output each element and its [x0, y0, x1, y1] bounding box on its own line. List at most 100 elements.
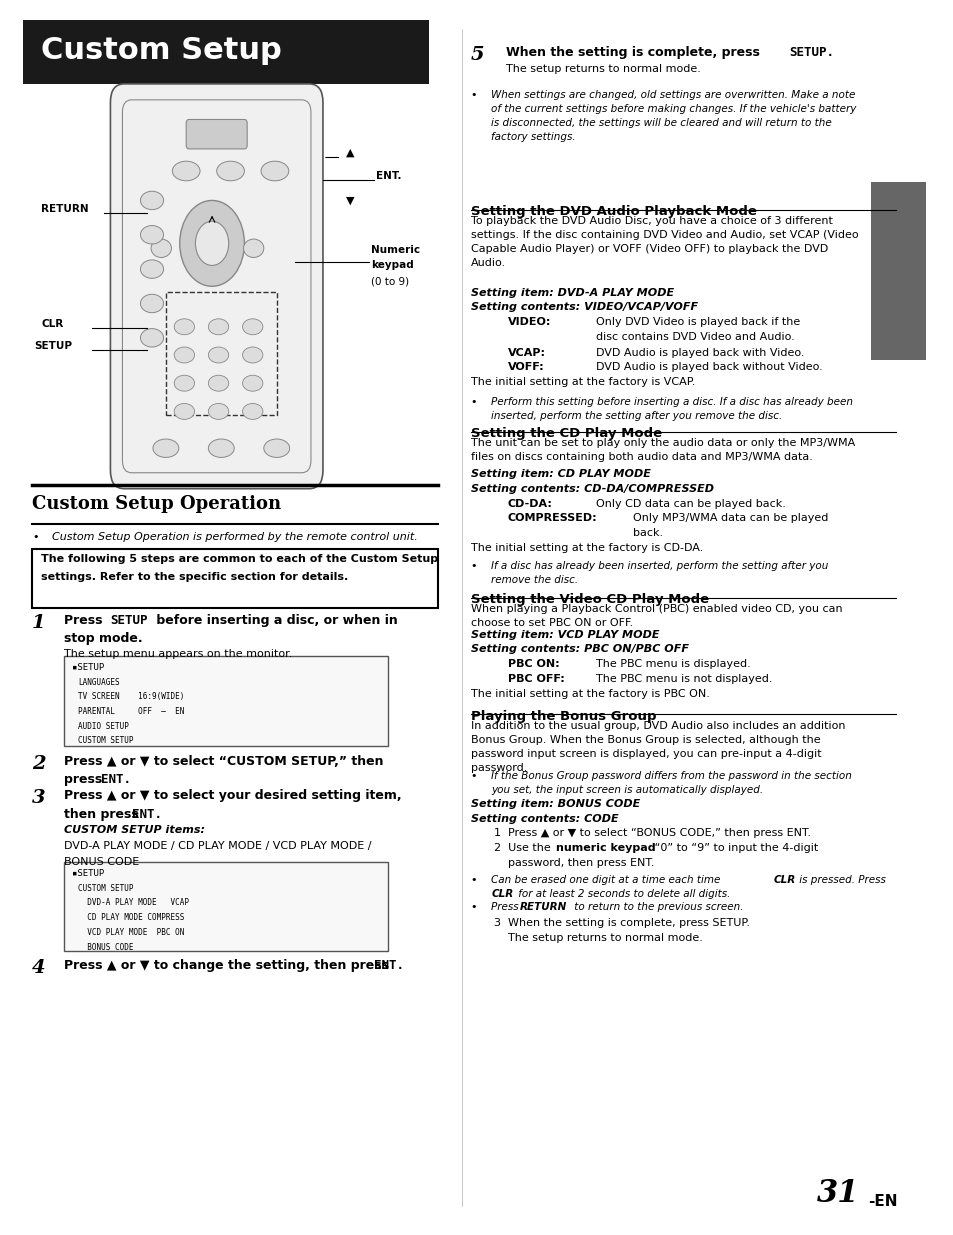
Text: BONUS CODE: BONUS CODE	[64, 857, 139, 867]
Text: Setting contents: VIDEO/VCAP/VOFF: Setting contents: VIDEO/VCAP/VOFF	[470, 303, 698, 312]
Text: The initial setting at the factory is VCAP.: The initial setting at the factory is VC…	[470, 377, 695, 387]
Text: PBC ON:: PBC ON:	[507, 659, 558, 669]
Text: stop mode.: stop mode.	[64, 632, 143, 645]
Circle shape	[179, 200, 244, 287]
Text: CUSTOM SETUP: CUSTOM SETUP	[78, 736, 133, 746]
Text: Custom Setup Operation: Custom Setup Operation	[31, 495, 281, 513]
Text: Press ▲ or ▼ to select your desired setting item,: Press ▲ or ▼ to select your desired sett…	[64, 789, 401, 803]
Ellipse shape	[174, 347, 194, 363]
Ellipse shape	[242, 319, 263, 335]
Text: 2: 2	[31, 755, 46, 773]
Text: CD-DA:: CD-DA:	[507, 499, 552, 509]
Text: ENT.: ENT.	[374, 958, 403, 972]
Text: Custom Setup: Custom Setup	[41, 36, 281, 65]
Text: Numeric: Numeric	[371, 245, 419, 254]
Text: Only MP3/WMA data can be played: Only MP3/WMA data can be played	[632, 514, 827, 524]
Ellipse shape	[140, 191, 163, 210]
Ellipse shape	[216, 162, 244, 180]
Text: When settings are changed, old settings are overwritten. Make a note
of the curr: When settings are changed, old settings …	[491, 90, 856, 142]
Text: CD PLAY MODE COMPRESS: CD PLAY MODE COMPRESS	[78, 913, 184, 923]
Text: to return to the previous screen.: to return to the previous screen.	[570, 902, 742, 913]
Ellipse shape	[152, 438, 178, 457]
Text: 31: 31	[817, 1178, 859, 1209]
Text: When playing a Playback Control (PBC) enabled video CD, you can
choose to set PB: When playing a Playback Control (PBC) en…	[470, 604, 841, 629]
Text: Press ▲ or ▼ to change the setting, then press: Press ▲ or ▼ to change the setting, then…	[64, 958, 394, 972]
Text: The setup menu appears on the monitor.: The setup menu appears on the monitor.	[64, 650, 293, 659]
Ellipse shape	[208, 319, 229, 335]
Text: LANGUAGES: LANGUAGES	[78, 678, 119, 687]
Text: •: •	[31, 531, 38, 542]
Text: •: •	[470, 561, 476, 571]
Text: Can be erased one digit at a time each time: Can be erased one digit at a time each t…	[491, 876, 723, 885]
Text: 4: 4	[31, 958, 46, 977]
Text: is pressed. Press: is pressed. Press	[795, 876, 885, 885]
Text: VOFF:: VOFF:	[507, 362, 544, 373]
Text: SETUP: SETUP	[34, 341, 72, 352]
Text: settings. Refer to the specific section for details.: settings. Refer to the specific section …	[41, 572, 348, 582]
Ellipse shape	[243, 240, 264, 257]
Text: for at least 2 seconds to delete all digits.: for at least 2 seconds to delete all dig…	[515, 889, 730, 899]
Text: then press: then press	[64, 808, 143, 820]
Text: 1: 1	[31, 614, 46, 632]
Text: Press ▲ or ▼ to select “CUSTOM SETUP,” then: Press ▲ or ▼ to select “CUSTOM SETUP,” t…	[64, 755, 383, 768]
Text: 5: 5	[470, 46, 484, 64]
Text: The unit can be set to play only the audio data or only the MP3/WMA
files on dis: The unit can be set to play only the aud…	[470, 438, 854, 462]
Text: PARENTAL     OFF  –  EN: PARENTAL OFF – EN	[78, 708, 184, 716]
Text: ENT.: ENT.	[101, 773, 132, 787]
Text: Setting item: BONUS CODE: Setting item: BONUS CODE	[470, 799, 639, 809]
Text: In addition to the usual group, DVD Audio also includes an addition
Bonus Group.: In addition to the usual group, DVD Audi…	[470, 720, 844, 773]
Text: Setting the CD Play Mode: Setting the CD Play Mode	[470, 427, 661, 441]
Circle shape	[195, 221, 229, 266]
Text: ▼: ▼	[346, 195, 355, 205]
Text: disc contains DVD Video and Audio.: disc contains DVD Video and Audio.	[595, 332, 794, 342]
Text: CUSTOM SETUP items:: CUSTOM SETUP items:	[64, 825, 205, 835]
Text: DVD-A PLAY MODE   VCAP: DVD-A PLAY MODE VCAP	[78, 898, 189, 908]
FancyBboxPatch shape	[31, 548, 438, 608]
Text: CLR: CLR	[773, 876, 796, 885]
Text: ▲: ▲	[346, 148, 355, 158]
Text: ENT.: ENT.	[132, 808, 161, 820]
Ellipse shape	[172, 162, 200, 180]
Text: 1  Press ▲ or ▼ to select “BONUS CODE,” then press ENT.: 1 Press ▲ or ▼ to select “BONUS CODE,” t…	[494, 829, 810, 839]
Text: When the setting is complete, press: When the setting is complete, press	[505, 46, 763, 59]
Text: DVD-A PLAY MODE / CD PLAY MODE / VCD PLAY MODE /: DVD-A PLAY MODE / CD PLAY MODE / VCD PLA…	[64, 841, 372, 851]
Text: Playing the Bonus Group: Playing the Bonus Group	[470, 709, 656, 722]
FancyBboxPatch shape	[23, 20, 429, 84]
Text: Setting contents: PBC ON/PBC OFF: Setting contents: PBC ON/PBC OFF	[470, 645, 688, 655]
Ellipse shape	[140, 259, 163, 278]
Text: The setup returns to normal mode.: The setup returns to normal mode.	[505, 64, 700, 74]
Ellipse shape	[174, 375, 194, 391]
Text: before inserting a disc, or when in: before inserting a disc, or when in	[152, 614, 397, 627]
Text: •: •	[470, 90, 476, 100]
Text: BONUS CODE: BONUS CODE	[78, 942, 133, 951]
Text: back.: back.	[632, 527, 662, 538]
FancyBboxPatch shape	[111, 84, 323, 489]
Text: •: •	[470, 771, 476, 781]
Text: •: •	[470, 902, 476, 913]
Ellipse shape	[264, 438, 290, 457]
Ellipse shape	[208, 375, 229, 391]
Text: keypad: keypad	[371, 261, 414, 270]
Text: VIDEO:: VIDEO:	[507, 317, 551, 327]
Text: RETURN: RETURN	[519, 902, 566, 913]
Ellipse shape	[208, 347, 229, 363]
Text: 2  Use the: 2 Use the	[494, 844, 554, 853]
Text: Setting the Video CD Play Mode: Setting the Video CD Play Mode	[470, 593, 708, 606]
Text: PBC OFF:: PBC OFF:	[507, 674, 564, 684]
Text: CLR: CLR	[41, 320, 63, 330]
Ellipse shape	[208, 404, 229, 420]
Ellipse shape	[140, 329, 163, 347]
Ellipse shape	[140, 294, 163, 312]
Text: -EN: -EN	[867, 1194, 897, 1209]
Text: press: press	[64, 773, 107, 787]
Text: Setting item: DVD-A PLAY MODE: Setting item: DVD-A PLAY MODE	[470, 288, 673, 298]
Text: Setting contents: CD-DA/COMPRESSED: Setting contents: CD-DA/COMPRESSED	[470, 484, 713, 494]
Text: The PBC menu is displayed.: The PBC menu is displayed.	[595, 659, 749, 669]
Text: COMPRESSED:: COMPRESSED:	[507, 514, 597, 524]
Ellipse shape	[261, 162, 289, 180]
Text: Setting contents: CODE: Setting contents: CODE	[470, 814, 618, 824]
Text: “0” to “9” to input the 4-digit: “0” to “9” to input the 4-digit	[650, 844, 818, 853]
Text: RETURN: RETURN	[41, 204, 89, 214]
Ellipse shape	[174, 319, 194, 335]
Text: The following 5 steps are common to each of the Custom Setup: The following 5 steps are common to each…	[41, 553, 437, 563]
